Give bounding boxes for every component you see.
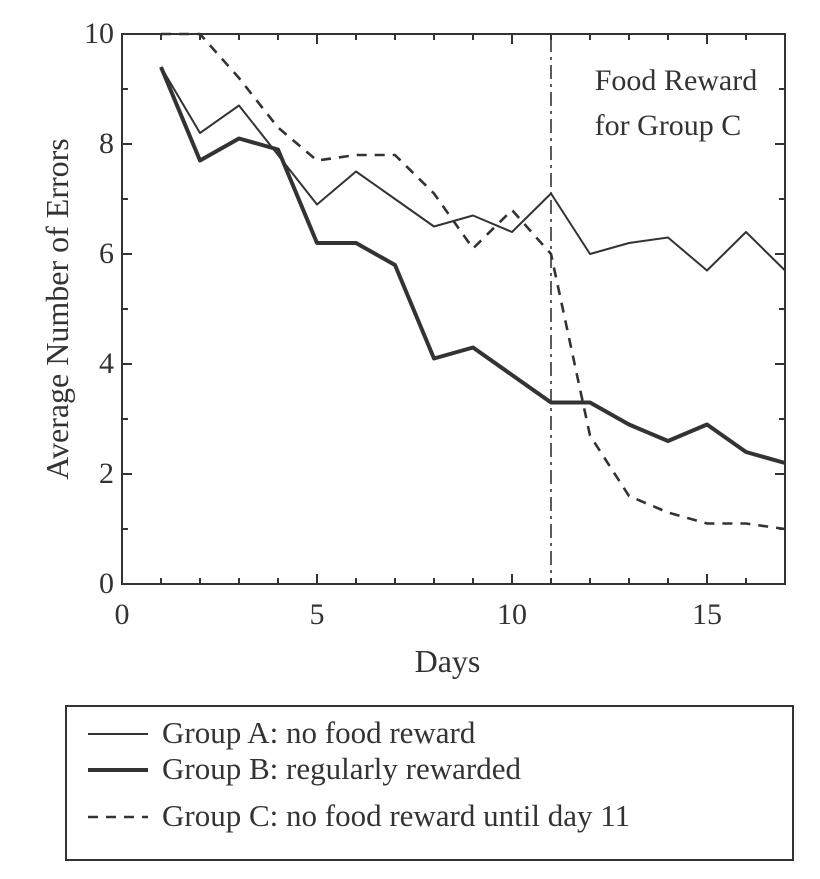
y-axis-ticks: 0 2 4 6 8 10 — [84, 17, 785, 600]
series-layer — [159, 32, 786, 531]
y-tick-label: 10 — [84, 17, 114, 50]
x-axis-ticks: 0 5 10 15 — [115, 34, 786, 631]
y-tick-label: 8 — [99, 127, 114, 160]
x-tick-label: 0 — [115, 598, 130, 631]
y-tick-label: 6 — [99, 237, 114, 270]
series-line-group-b — [159, 66, 786, 465]
legend-label-group-a: Group A: no food reward — [162, 715, 476, 750]
legend-box — [65, 705, 794, 861]
series-line-group-a — [160, 66, 786, 272]
y-axis-label: Average Number of Errors — [39, 138, 75, 479]
y-tick-label: 2 — [99, 457, 114, 490]
annotation-label-line-2: for Group C — [595, 109, 742, 142]
x-tick-label: 5 — [310, 598, 325, 631]
x-axis-label: Days — [415, 643, 481, 679]
annotation-label-line-1: Food Reward — [595, 64, 757, 97]
x-tick-label: 15 — [692, 598, 722, 631]
x-tick-label: 10 — [497, 598, 527, 631]
y-tick-label: 0 — [99, 567, 114, 600]
legend-label-group-b: Group B: regularly rewarded — [162, 751, 521, 786]
legend-label-group-c: Group C: no food reward until day 11 — [162, 798, 630, 833]
y-tick-label: 4 — [99, 347, 114, 380]
annotation-layer: Food Reward for Group C — [550, 38, 757, 584]
